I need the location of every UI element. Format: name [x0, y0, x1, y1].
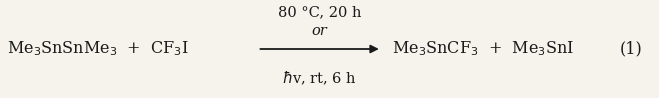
Text: Me$_3$SnSnMe$_3$  +  CF$_3$I: Me$_3$SnSnMe$_3$ + CF$_3$I: [7, 40, 188, 58]
Text: $\hbar$v, rt, 6 h: $\hbar$v, rt, 6 h: [282, 70, 357, 87]
Text: or: or: [312, 24, 328, 38]
Text: 80 °C, 20 h: 80 °C, 20 h: [278, 6, 361, 20]
Text: (1): (1): [619, 40, 643, 58]
Text: Me$_3$SnCF$_3$  +  Me$_3$SnI: Me$_3$SnCF$_3$ + Me$_3$SnI: [392, 40, 574, 58]
